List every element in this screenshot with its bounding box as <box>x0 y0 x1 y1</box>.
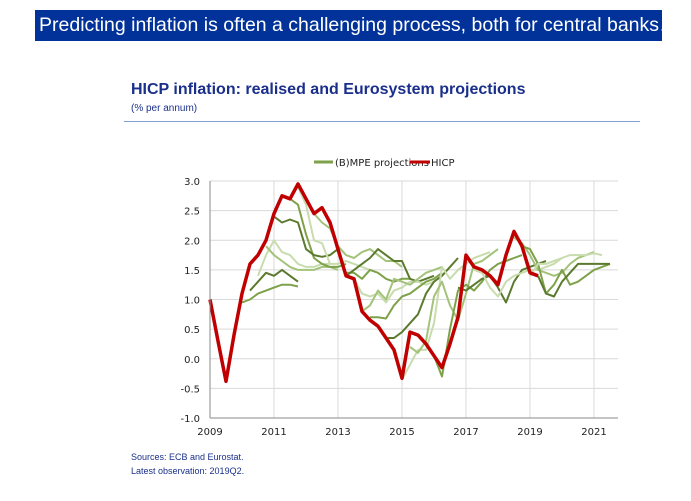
x-tick-label: 2017 <box>453 427 478 438</box>
projection-line <box>353 274 443 304</box>
legend-projections-label: (B)MPE projections <box>335 158 429 169</box>
y-tick-label: 3.0 <box>184 177 200 188</box>
projection-line <box>361 265 443 313</box>
slide-banner: Predicting inflation is often a challeng… <box>35 10 679 41</box>
latest-observation-note: Latest observation: 2019Q2. <box>131 466 245 476</box>
legend: (B)MPE projections HICP <box>314 158 454 169</box>
y-tick-label: 1.0 <box>184 296 200 307</box>
hicp-line <box>208 182 539 384</box>
y-tick-label: -1.0 <box>180 414 200 425</box>
projection-line <box>249 268 299 292</box>
projection-line <box>241 283 299 304</box>
x-tick-label: 2013 <box>325 427 350 438</box>
y-tick-label: 2.0 <box>184 236 200 247</box>
projection-line <box>313 212 403 268</box>
gridlines <box>210 180 618 418</box>
title-divider <box>124 121 640 122</box>
projection-line <box>281 194 347 268</box>
projection-line <box>265 245 339 271</box>
y-tick-label: 1.5 <box>184 266 200 277</box>
sources-note: Sources: ECB and Eurostat. <box>131 452 244 462</box>
x-tick-label: 2015 <box>389 427 414 438</box>
projection-line <box>370 271 443 320</box>
projection-line <box>433 254 523 378</box>
y-tick-label: 0.5 <box>184 325 200 336</box>
y-tick-label: -0.5 <box>180 384 200 395</box>
x-tick-label: 2019 <box>517 427 542 438</box>
projection-lines <box>241 186 611 380</box>
chart-subtitle: (% per annum) <box>131 103 198 114</box>
y-tick-label: 0.0 <box>184 355 200 366</box>
legend-hicp-label: HICP <box>431 158 454 169</box>
x-tick-label: 2021 <box>581 427 606 438</box>
x-tick-label: 2009 <box>197 427 222 438</box>
projection-line <box>257 239 330 277</box>
hicp-line-group <box>208 182 539 384</box>
projection-line <box>513 236 595 277</box>
projection-line <box>297 186 371 271</box>
projection-line <box>473 257 563 298</box>
projection-line <box>537 262 610 298</box>
chart-title: HICP inflation: realised and Eurosystem … <box>131 81 526 98</box>
axes: 3.0 2.5 2.0 1.5 1.0 0.5 0.0 -0.5 -1.0 2009 2011 201… <box>180 177 618 438</box>
projection-line <box>529 252 603 277</box>
projection-line <box>457 260 547 304</box>
y-tick-label: 2.5 <box>184 207 200 218</box>
x-tick-label: 2011 <box>261 427 286 438</box>
